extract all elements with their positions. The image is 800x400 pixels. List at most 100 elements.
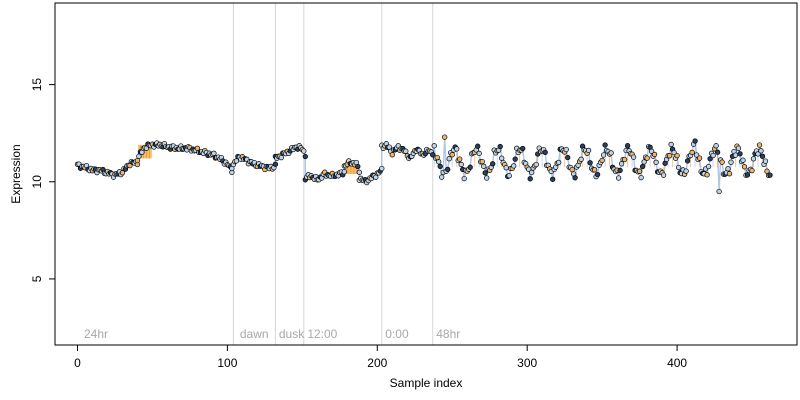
data-point-378	[641, 159, 647, 165]
data-point-248	[446, 156, 452, 162]
data-point-352	[602, 142, 608, 148]
data-point-210	[389, 152, 395, 158]
y-axis: 5 10 15	[30, 78, 56, 282]
data-point-327	[565, 154, 571, 161]
data-point-400	[674, 152, 680, 159]
data-point-238	[431, 143, 437, 149]
data-point-391	[660, 172, 667, 178]
data-point-250	[449, 152, 455, 158]
data-point-428	[716, 188, 722, 195]
data-point-350	[599, 157, 605, 164]
data-point-270	[479, 158, 485, 165]
data-point-441	[735, 145, 742, 151]
data-point-367	[624, 143, 631, 149]
data-point-152	[302, 153, 308, 160]
data-point-317	[550, 176, 556, 182]
data-point-282	[497, 143, 503, 150]
data-point-268	[476, 150, 482, 157]
data-point-376	[638, 174, 644, 181]
data-point-451	[750, 156, 757, 162]
data-point-151	[301, 148, 307, 154]
data-point-286	[503, 165, 509, 171]
data-point-187	[355, 163, 361, 170]
data-point-203	[379, 165, 385, 172]
data-point-422	[707, 156, 713, 162]
data-point-380	[644, 155, 650, 161]
data-point-245	[442, 134, 448, 140]
data-point-444	[740, 157, 746, 163]
data-point-297	[520, 145, 526, 152]
x-axis-title: Sample index	[390, 376, 463, 390]
data-point-277	[490, 161, 496, 167]
data-point-267	[475, 143, 481, 149]
data-point-401	[675, 164, 682, 171]
data-point-363	[618, 161, 625, 167]
data-point-336	[578, 156, 584, 162]
data-point-219	[403, 148, 409, 154]
data-point-406	[683, 168, 689, 174]
data-point-253	[454, 146, 460, 152]
data-point-371	[630, 154, 637, 160]
data-point-237	[430, 152, 436, 158]
annotation-label-0: 24hr	[84, 327, 108, 341]
data-point-361	[615, 175, 622, 181]
data-point-362	[617, 167, 623, 174]
data-point-375	[636, 168, 643, 174]
data-point-386	[653, 159, 659, 165]
data-point-396	[668, 141, 674, 148]
annotation-label-3: 12:00	[307, 327, 337, 341]
y-axis-title: Expression	[9, 144, 23, 203]
x-tick-label-3: 300	[517, 356, 537, 370]
data-point-271	[481, 163, 487, 169]
data-point-459	[762, 158, 769, 164]
data-point-457	[759, 153, 766, 159]
y-tick-label-2: 15	[30, 78, 44, 92]
data-point-241	[436, 159, 442, 165]
data-point-342	[587, 160, 593, 166]
data-point-40	[134, 157, 141, 164]
data-point-377	[639, 163, 646, 170]
y-tick-label-1: 10	[30, 175, 44, 189]
data-points	[74, 134, 773, 195]
annotation-label-5: 48hr	[436, 327, 460, 341]
data-point-332	[572, 175, 578, 181]
annotation-label-2: dusk	[279, 327, 305, 341]
data-point-430	[719, 159, 725, 165]
data-point-303	[529, 169, 535, 176]
data-point-41	[136, 153, 142, 159]
data-point-243	[439, 174, 445, 180]
data-point-435	[726, 171, 733, 177]
data-point-292	[512, 156, 518, 162]
data-point-247	[445, 166, 451, 173]
annotations: 24hr dawn dusk 12:00 0:00 48hr	[84, 327, 460, 341]
data-point-455	[756, 142, 763, 148]
data-point-407	[684, 158, 691, 164]
data-point-447	[744, 172, 751, 178]
annotation-label-1: dawn	[240, 327, 269, 341]
data-point-132	[272, 161, 279, 167]
data-point-242	[437, 163, 443, 170]
y-tick-label-0: 5	[30, 275, 44, 282]
data-point-454	[755, 151, 761, 157]
data-point-385	[651, 151, 658, 158]
vertical-dividers	[232, 3, 434, 345]
data-point-345	[591, 167, 598, 173]
data-point-424	[710, 152, 716, 159]
annotation-label-4: 0:00	[385, 327, 409, 341]
data-point-321	[556, 159, 562, 166]
data-point-240	[434, 154, 440, 161]
data-point-456	[758, 148, 764, 154]
x-tick-label-0: 0	[74, 356, 81, 370]
data-point-312	[542, 149, 548, 156]
data-point-330	[569, 166, 575, 173]
data-point-413	[693, 152, 700, 158]
data-point-272	[482, 170, 488, 176]
data-point-188	[356, 169, 362, 175]
data-point-351	[600, 152, 607, 158]
data-point-434	[725, 166, 731, 172]
x-tick-label-4: 400	[667, 356, 687, 370]
data-point-426	[713, 143, 719, 149]
data-point-415	[696, 155, 703, 161]
data-point-436	[728, 159, 734, 165]
data-point-450	[749, 167, 755, 174]
